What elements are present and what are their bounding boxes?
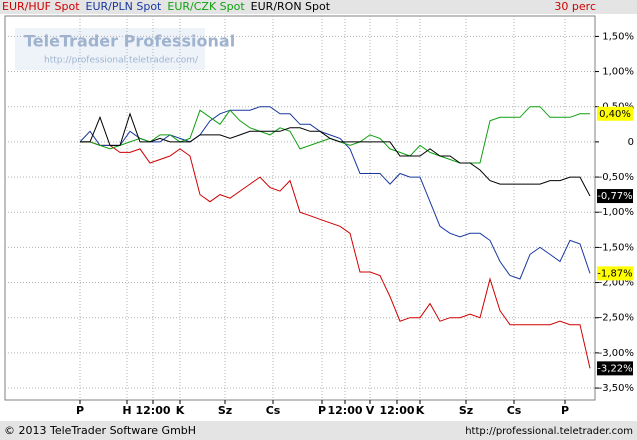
legend-entry: EUR/PLN Spot [86, 0, 163, 13]
end-tag [597, 189, 633, 204]
watermark-url: http://professional.teletrader.com/ [44, 56, 199, 66]
y-tick-label: -3,00% [599, 348, 634, 359]
footer-bar [0, 421, 637, 440]
x-tick-label: P [76, 404, 84, 417]
x-tick-label: Cs [266, 404, 281, 417]
x-tick-label: P [561, 404, 569, 417]
x-tick-label: Sz [459, 404, 473, 417]
end-tag-label: -1,87% [597, 268, 632, 279]
series-line [80, 112, 591, 197]
end-tag-label: -3,22% [597, 363, 632, 374]
footer-url: http://professional.teletrader.com [465, 426, 633, 437]
legend-entry: EUR/RON Spot [251, 0, 331, 13]
series-line [80, 141, 591, 369]
legend-bar [0, 0, 637, 14]
plot-frame [4, 15, 596, 401]
interval: 30 perc [554, 0, 596, 13]
y-tick-label: 1,00% [602, 67, 634, 78]
end-tag [597, 361, 633, 376]
x-tick-label: Cs [507, 404, 522, 417]
series-line [79, 106, 591, 280]
legend-entry: EUR/HUF Spot [2, 0, 80, 13]
x-tick-label: 12:00 [327, 404, 362, 417]
end-tag-label: 0,40% [599, 109, 631, 120]
x-tick-label: P [318, 404, 326, 417]
end-tag-label: -0,77% [597, 191, 632, 202]
x-tick-label: Sz [218, 404, 232, 417]
x-tick-label: 12:00 [135, 404, 170, 417]
legend-entry: EUR/CZK Spot [167, 0, 245, 13]
y-tick-label: -2,50% [599, 313, 634, 324]
y-tick-label: -1,50% [599, 242, 634, 253]
end-tag [597, 106, 633, 121]
x-tick-label: V [366, 404, 375, 417]
x-tick-label: K [416, 404, 425, 417]
y-tick-label: -3,50% [599, 383, 634, 394]
y-tick-label: -2,00% [599, 278, 634, 289]
watermark-title: TeleTrader Professional [24, 32, 235, 51]
y-tick-label: -1,00% [599, 207, 634, 218]
y-tick-label: 1,50% [602, 31, 634, 42]
watermark-box [15, 28, 205, 70]
x-tick-label: H [122, 404, 131, 417]
y-tick-label: 0 [628, 137, 634, 148]
footer-copyright: © 2013 TeleTrader Software GmbH [4, 424, 196, 437]
y-tick-label: -0,50% [599, 172, 634, 183]
x-tick-label: 12:00 [379, 404, 414, 417]
x-tick-label: K [176, 404, 185, 417]
end-tag [597, 266, 633, 281]
